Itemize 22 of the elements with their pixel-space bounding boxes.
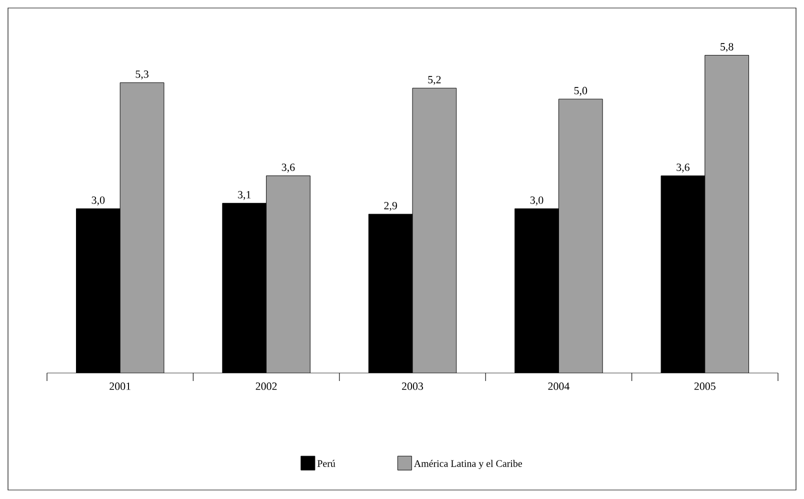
legend-label: América Latina y el Caribe [414, 460, 522, 469]
data-label: 3,0 [92, 196, 105, 206]
bar [120, 82, 164, 373]
bar [266, 176, 310, 373]
data-label: 2,9 [384, 202, 397, 211]
x-tick-label: 2001 [110, 382, 130, 390]
data-label: 5,8 [720, 43, 734, 52]
x-tick-label: 2002 [256, 382, 277, 390]
data-label: 5,2 [428, 76, 441, 85]
x-tick-label: 2004 [548, 382, 570, 390]
bar [412, 88, 456, 373]
x-tick-label: 2003 [402, 382, 424, 390]
data-label: 5,0 [574, 86, 588, 96]
data-label: 3,6 [282, 164, 295, 173]
x-tick-label: 2005 [694, 382, 716, 390]
data-label: 3,0 [530, 196, 544, 206]
data-label: 3,6 [676, 164, 690, 173]
data-label: 3,1 [238, 191, 251, 200]
legend-label: Perú [317, 460, 336, 467]
bar [558, 99, 603, 373]
bar [704, 54, 750, 373]
data-label: 5,3 [136, 70, 148, 80]
